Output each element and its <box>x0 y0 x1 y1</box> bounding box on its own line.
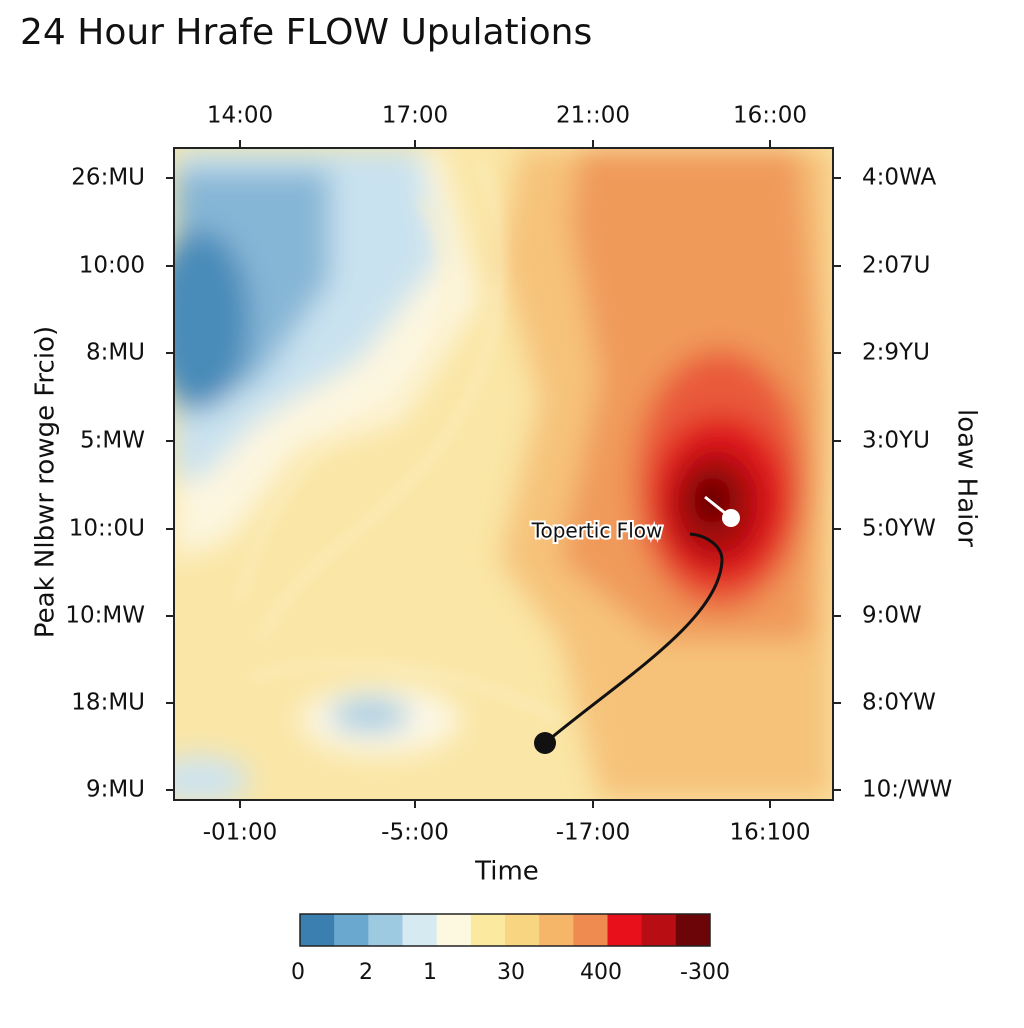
y-right-tick-label: 2:9YU <box>862 340 930 366</box>
y-right-tick-label: 2:07U <box>862 253 930 279</box>
y-right-tick-label: 8:0YW <box>862 690 936 716</box>
colorbar-label: -300 <box>680 960 730 985</box>
y-axis-label: Peak Nlbwr rowge Frcio) <box>31 326 61 638</box>
x-top-tick-label: 17:00 <box>382 103 448 129</box>
y-right-tick-label: 9:0W <box>862 603 922 629</box>
y-right-tick-label: 10:/WW <box>862 777 952 803</box>
y-left-tick-label: 26:MU <box>71 165 145 191</box>
y-left-tick-label: 10:00 <box>79 253 145 279</box>
annotation-point <box>534 732 556 754</box>
colorbar-swatch <box>641 914 677 946</box>
x-bottom-tick-label: -5::00 <box>381 820 449 846</box>
colorbar-swatch <box>539 914 574 946</box>
colorbar-label: 30 <box>497 960 525 985</box>
colorbar-swatch <box>334 914 369 946</box>
chart-title: 24 Hour Hrafe FLOW Upulations <box>20 12 592 53</box>
colorbar-swatch <box>470 914 506 946</box>
heatmap-field <box>174 148 833 800</box>
colorbar-swatch <box>573 914 608 946</box>
x-bottom-tick-label: -01:00 <box>203 820 278 846</box>
y-left-tick-label: 10:MW <box>65 603 145 629</box>
colorbar-frame <box>299 913 711 947</box>
colorbar-label: 2 <box>359 960 373 985</box>
annotation-arrow <box>544 532 724 745</box>
y-left-tick-label: 9:MU <box>86 777 145 803</box>
x-bottom-tick-label: -17:00 <box>556 820 631 846</box>
x-top-tick-label: 16::00 <box>733 103 807 129</box>
colorbar-label: 0 <box>291 960 305 985</box>
colorbar-swatch <box>300 914 335 946</box>
y-left-tick-label: 18:MU <box>71 690 145 716</box>
y-left-tick-label: 8:MU <box>86 340 145 366</box>
colorbar-swatch <box>402 914 438 946</box>
y-right-tick-label: 4:0WA <box>862 165 936 191</box>
x-top-tick-label: 21::00 <box>556 103 630 129</box>
y-right-tick-label: 3:0YU <box>862 428 930 454</box>
colorbar-swatch <box>368 914 403 946</box>
x-axis-label: Time <box>474 857 539 887</box>
colorbar-swatch <box>436 914 472 946</box>
annotation-point <box>722 509 740 527</box>
annotation-text: Topertic Flow <box>531 519 663 543</box>
colorbar-label: 400 <box>580 960 622 985</box>
y-left-tick-label: 10::0U <box>69 516 145 542</box>
y-right-tick-label: 5:0YW <box>862 516 936 542</box>
colorbar-swatch <box>675 914 711 946</box>
colorbar-swatch <box>607 914 643 946</box>
plot-frame <box>173 147 834 801</box>
x-top-tick-label: 14:00 <box>207 103 273 129</box>
colorbar-swatch <box>505 914 540 946</box>
x-bottom-tick-label: 16:100 <box>730 820 811 846</box>
y2-axis-label: loaw Haior <box>952 409 982 547</box>
y-left-tick-label: 5:MW <box>80 428 145 454</box>
colorbar-label: 1 <box>423 960 437 985</box>
